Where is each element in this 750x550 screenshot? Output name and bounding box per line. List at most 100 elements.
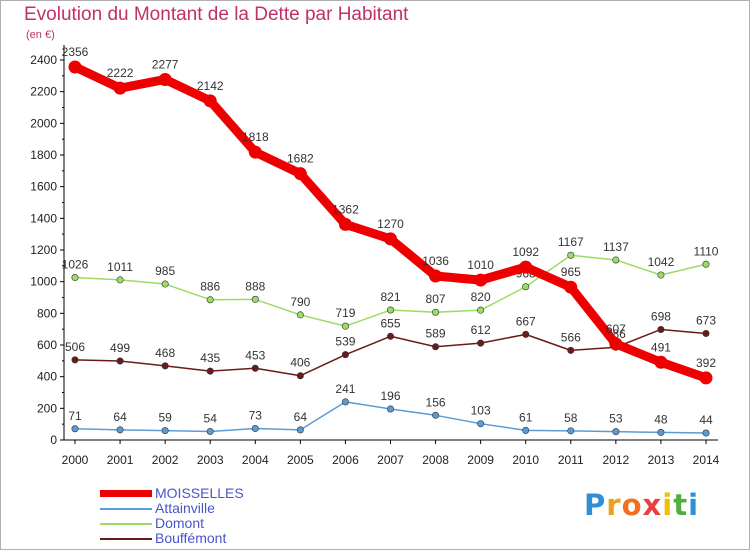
data-label: 607 — [606, 322, 626, 336]
data-point — [71, 425, 79, 433]
data-label: 985 — [155, 264, 175, 278]
data-label: 103 — [471, 404, 491, 418]
data-label: 667 — [516, 314, 536, 328]
data-point — [206, 427, 214, 435]
data-label: 54 — [204, 411, 218, 425]
data-label: 241 — [335, 382, 355, 396]
data-point — [654, 355, 668, 369]
data-label: 71 — [68, 409, 82, 423]
legend-item: Attainville — [100, 500, 300, 516]
data-label: 1818 — [242, 130, 269, 144]
data-point — [341, 398, 349, 406]
data-point — [702, 429, 710, 437]
data-point — [71, 274, 79, 282]
y-tick-label: 2200 — [30, 85, 57, 99]
y-tick-label: 1400 — [30, 211, 57, 225]
y-tick-label: 1600 — [30, 180, 57, 194]
data-label: 64 — [294, 410, 308, 424]
legend-item: MOISSELLES — [100, 485, 300, 501]
logo-letter: x — [642, 488, 663, 522]
data-point — [296, 372, 304, 380]
logo-letter: t — [673, 488, 689, 522]
data-label: 566 — [561, 330, 581, 344]
data-point — [386, 332, 394, 340]
data-label: 1270 — [377, 217, 404, 231]
data-point — [477, 306, 485, 314]
x-tick-label: 2014 — [693, 453, 720, 467]
data-point — [293, 167, 307, 181]
data-label: 1167 — [558, 235, 584, 249]
x-tick-label: 2009 — [467, 453, 494, 467]
y-tick-label: 1000 — [30, 275, 57, 289]
y-tick-label: 1800 — [30, 148, 57, 162]
data-point — [113, 81, 127, 95]
x-tick-label: 2012 — [603, 453, 630, 467]
legend-swatch — [100, 538, 152, 540]
data-point — [702, 260, 710, 268]
data-point — [251, 364, 259, 372]
data-label: 790 — [290, 295, 310, 309]
data-point — [522, 283, 530, 291]
legend-item: Bouffémont — [100, 530, 300, 546]
data-label: 44 — [699, 413, 713, 427]
data-label: 1011 — [107, 260, 133, 274]
data-point — [702, 329, 710, 337]
data-point — [116, 357, 124, 365]
y-tick-label: 400 — [37, 370, 57, 384]
data-label: 506 — [65, 340, 85, 354]
data-point — [206, 367, 214, 375]
legend-swatch — [100, 508, 152, 510]
data-label: 61 — [519, 410, 533, 424]
data-point — [564, 280, 578, 294]
y-tick-label: 800 — [37, 306, 57, 320]
y-tick-label: 600 — [37, 338, 57, 352]
data-point — [206, 296, 214, 304]
data-label: 499 — [110, 341, 130, 355]
x-tick-label: 2007 — [377, 453, 404, 467]
data-point — [384, 232, 397, 246]
logo-letter: i — [662, 488, 674, 522]
chart-title: Evolution du Montant de la Dette par Hab… — [24, 4, 409, 25]
data-label: 1042 — [648, 255, 675, 269]
y-tick-label: 1200 — [30, 243, 57, 257]
data-point — [251, 424, 259, 432]
data-point — [567, 346, 575, 354]
x-tick-label: 2006 — [332, 453, 359, 467]
logo-letter: r — [606, 488, 622, 522]
data-point — [567, 427, 575, 435]
logo-letter: o — [621, 488, 643, 522]
data-label: 886 — [200, 280, 220, 294]
data-label: 655 — [380, 316, 400, 330]
data-point — [203, 94, 217, 108]
data-label: 965 — [561, 265, 581, 279]
data-label: 64 — [113, 410, 127, 424]
data-label: 2356 — [62, 45, 89, 59]
x-tick-label: 2000 — [62, 453, 89, 467]
y-tick-label: 2000 — [30, 116, 57, 130]
data-point — [116, 426, 124, 434]
data-label: 1036 — [422, 254, 449, 268]
data-point — [386, 306, 394, 314]
data-label: 392 — [696, 356, 716, 370]
data-label: 48 — [654, 412, 668, 426]
data-point — [432, 411, 440, 419]
x-tick-label: 2004 — [242, 453, 269, 467]
data-point — [341, 351, 349, 359]
data-label: 453 — [245, 348, 265, 362]
data-label: 2277 — [152, 57, 179, 71]
legend-label: Attainville — [155, 500, 215, 516]
data-label: 1110 — [694, 244, 719, 258]
data-point — [432, 308, 440, 316]
data-label: 491 — [651, 340, 671, 354]
proxiti-logo: Proxiti — [584, 488, 699, 522]
data-label: 888 — [245, 279, 265, 293]
data-point — [609, 337, 623, 351]
data-label: 539 — [335, 335, 355, 349]
data-point — [567, 251, 575, 259]
data-label: 821 — [380, 290, 400, 304]
data-point — [161, 427, 169, 435]
data-point — [477, 420, 485, 428]
data-point — [612, 428, 620, 436]
data-label: 1682 — [287, 152, 314, 166]
